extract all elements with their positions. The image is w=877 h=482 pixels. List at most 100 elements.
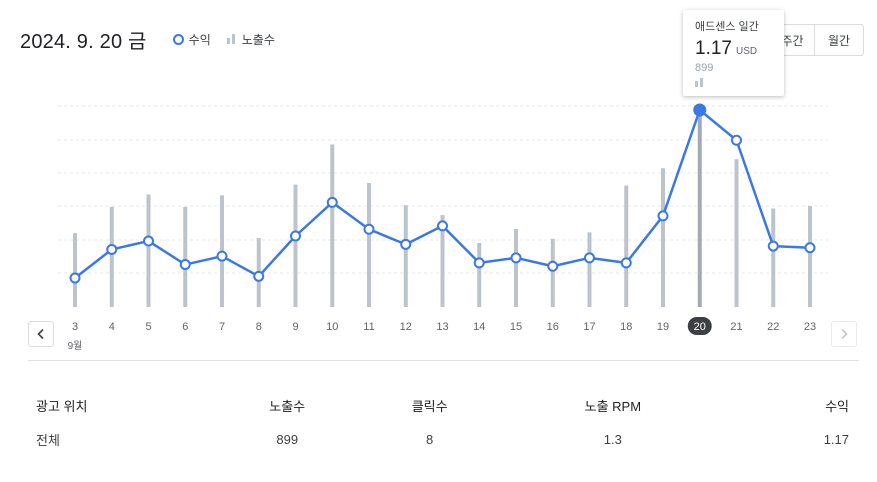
- revenue-point[interactable]: [547, 260, 559, 272]
- tooltip-value-row: 1.17 USD: [695, 38, 772, 60]
- legend-label-revenue: 수익: [188, 32, 211, 47]
- impression-bar[interactable]: [330, 144, 335, 307]
- impression-bar[interactable]: [146, 194, 151, 307]
- impression-bar[interactable]: [514, 229, 518, 307]
- chart-header: 2024. 9. 20 금 수익 노출수: [20, 26, 291, 53]
- x-tick-label[interactable]: 21: [730, 321, 742, 333]
- impression-bar[interactable]: [550, 238, 555, 307]
- revenue-point[interactable]: [657, 210, 669, 222]
- revenue-point[interactable]: [693, 103, 707, 117]
- cell-impressions: 899: [276, 431, 299, 447]
- revenue-point[interactable]: [253, 270, 265, 282]
- x-tick-label[interactable]: 3: [72, 321, 78, 333]
- divider: [28, 360, 859, 361]
- prev-button[interactable]: [28, 321, 54, 347]
- chart-legend: 수익 노출수: [172, 31, 291, 48]
- header-impressions[interactable]: 노출수: [269, 398, 306, 414]
- table-header-row: 광고 위치 노출수 클릭수 노출 RPM 수익: [20, 388, 857, 422]
- revenue-point[interactable]: [363, 223, 375, 235]
- chevron-right-icon: [841, 328, 848, 340]
- impression-bar[interactable]: [587, 232, 592, 307]
- revenue-point[interactable]: [473, 257, 485, 269]
- revenue-point[interactable]: [290, 230, 301, 242]
- cell-revenue: 1.17: [823, 431, 849, 447]
- revenue-point[interactable]: [620, 257, 632, 269]
- cell-clicks: 8: [426, 431, 434, 447]
- legend-item-impressions[interactable]: 노출수: [226, 31, 275, 48]
- impression-bar[interactable]: [440, 215, 445, 307]
- line-circle-icon: [172, 33, 184, 45]
- x-tick-label[interactable]: 6: [182, 321, 188, 333]
- x-tick-label[interactable]: 12: [400, 321, 412, 333]
- x-tick-label[interactable]: 16: [547, 321, 559, 333]
- impression-bar[interactable]: [367, 183, 371, 307]
- bar-icon: [695, 78, 772, 87]
- x-tick-label[interactable]: 10: [326, 321, 338, 333]
- impression-bar[interactable]: [183, 206, 188, 307]
- revenue-point[interactable]: [584, 252, 595, 264]
- cell-rpm: 1.3: [603, 431, 622, 447]
- chevron-left-icon: [37, 328, 44, 340]
- header-ad-position[interactable]: 광고 위치: [36, 398, 88, 414]
- x-tick-label[interactable]: 7: [219, 321, 225, 333]
- revenue-point[interactable]: [437, 220, 448, 232]
- toggle-weekly[interactable]: 주간: [781, 33, 804, 48]
- revenue-points: [69, 103, 816, 284]
- x-tick-label[interactable]: 9: [292, 321, 298, 333]
- revenue-point[interactable]: [69, 272, 81, 284]
- revenue-point[interactable]: [400, 238, 412, 250]
- x-tick-label[interactable]: 15: [510, 321, 522, 333]
- revenue-point[interactable]: [216, 250, 228, 262]
- impression-bars: [73, 110, 812, 307]
- toggle-monthly[interactable]: 월간: [814, 25, 863, 55]
- selected-day-pill: [687, 317, 712, 335]
- header-rpm[interactable]: 노출 RPM: [584, 398, 642, 414]
- tooltip-title: 애드센스 일간: [695, 21, 759, 33]
- summary-table: 광고 위치 노출수 클릭수 노출 RPM 수익 전체 899 8 1.3 1.1…: [20, 388, 857, 456]
- impression-bar[interactable]: [293, 184, 298, 307]
- impression-bar[interactable]: [73, 233, 77, 307]
- x-tick-label[interactable]: 13: [436, 321, 448, 333]
- legend-item-revenue[interactable]: 수익: [172, 31, 211, 48]
- x-tick-label[interactable]: 20: [694, 321, 706, 333]
- x-tick-label[interactable]: 11: [363, 321, 374, 333]
- tooltip-unit: USD: [735, 46, 758, 57]
- revenue-point[interactable]: [510, 252, 522, 264]
- revenue-point[interactable]: [106, 243, 118, 255]
- revenue-point[interactable]: [804, 242, 816, 254]
- cell-ad-position: 전체: [36, 432, 60, 448]
- x-tick-label[interactable]: 23: [804, 321, 816, 333]
- header-revenue[interactable]: 수익: [825, 398, 849, 414]
- x-axis-labels: 3 4 5 6 7 8 9 10 11 12 13 14 15 16 17 18 19 20 21 22 23 9월: [68, 317, 816, 352]
- month-label: 9월: [68, 340, 83, 352]
- x-tick-label[interactable]: 4: [109, 321, 115, 333]
- impression-bar[interactable]: [734, 159, 739, 307]
- impression-bar[interactable]: [109, 206, 114, 307]
- tooltip-impressions: 899: [695, 62, 714, 74]
- impression-bar[interactable]: [771, 208, 776, 308]
- revenue-point[interactable]: [731, 134, 742, 146]
- impression-bar[interactable]: [697, 110, 702, 307]
- impression-bar[interactable]: [477, 242, 482, 307]
- x-tick-label[interactable]: 5: [145, 321, 151, 333]
- x-tick-label[interactable]: 17: [583, 321, 595, 333]
- table-row: 전체 899 8 1.3 1.17: [20, 422, 857, 456]
- next-button[interactable]: [831, 321, 857, 347]
- x-tick-label[interactable]: 8: [256, 321, 262, 333]
- x-tick-label[interactable]: 18: [620, 321, 632, 333]
- header-clicks[interactable]: 클릭수: [411, 398, 448, 414]
- impression-bar[interactable]: [661, 168, 665, 307]
- impression-bar[interactable]: [808, 206, 812, 307]
- revenue-point[interactable]: [767, 240, 779, 252]
- date-title: 2024. 9. 20 금: [20, 30, 147, 53]
- revenue-point[interactable]: [179, 259, 191, 271]
- x-tick-label[interactable]: 14: [473, 321, 485, 333]
- revenue-point[interactable]: [326, 196, 338, 208]
- impression-bar[interactable]: [624, 185, 629, 307]
- impression-bar[interactable]: [403, 205, 408, 307]
- x-tick-label[interactable]: 22: [767, 321, 779, 333]
- revenue-impressions-chart: 3 4 5 6 7 8 9 10 11 12 13 14 15 16 17 18 19 20 21 22 23 9월: [58, 103, 828, 352]
- revenue-point[interactable]: [143, 235, 154, 247]
- x-tick-label[interactable]: 19: [657, 321, 669, 333]
- chart-tooltip: 애드센스 일간 1.17 USD 899: [683, 10, 784, 96]
